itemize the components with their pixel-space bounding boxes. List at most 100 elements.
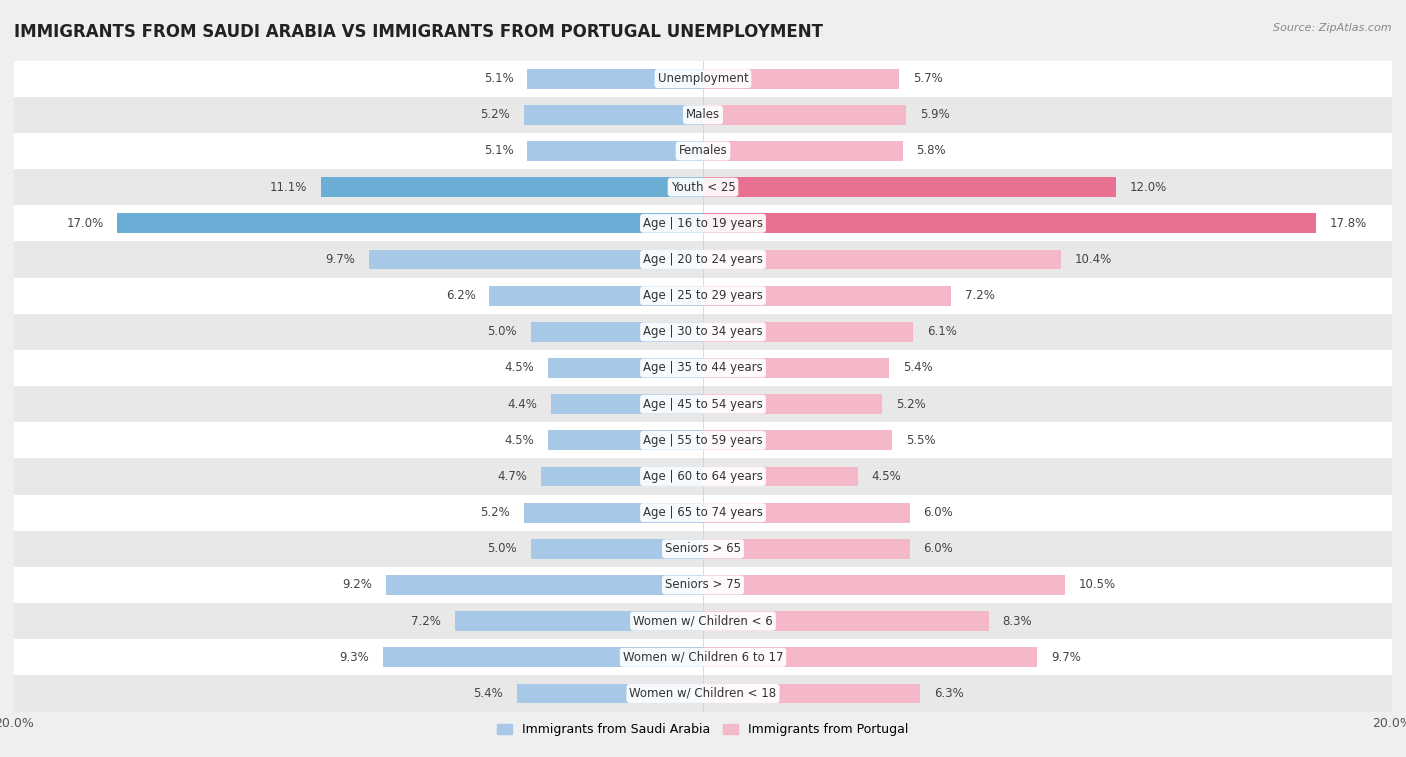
Text: Age | 35 to 44 years: Age | 35 to 44 years <box>643 362 763 375</box>
Bar <box>456 611 703 631</box>
Bar <box>14 675 1392 712</box>
Bar <box>703 575 1064 595</box>
Text: 6.0%: 6.0% <box>924 506 953 519</box>
Text: 4.5%: 4.5% <box>505 362 534 375</box>
Bar <box>703 394 882 414</box>
Text: 9.3%: 9.3% <box>339 651 368 664</box>
Bar <box>524 503 703 522</box>
Text: Women w/ Children < 18: Women w/ Children < 18 <box>630 687 776 700</box>
Bar <box>703 358 889 378</box>
Bar <box>527 69 703 89</box>
Text: 5.8%: 5.8% <box>917 145 946 157</box>
Bar <box>321 177 703 197</box>
Bar <box>14 313 1392 350</box>
Bar <box>703 684 920 703</box>
Text: 5.4%: 5.4% <box>474 687 503 700</box>
Text: Age | 65 to 74 years: Age | 65 to 74 years <box>643 506 763 519</box>
Bar <box>703 141 903 161</box>
Text: Age | 55 to 59 years: Age | 55 to 59 years <box>643 434 763 447</box>
Text: 6.3%: 6.3% <box>934 687 963 700</box>
Text: 5.2%: 5.2% <box>481 108 510 121</box>
Text: Age | 60 to 64 years: Age | 60 to 64 years <box>643 470 763 483</box>
Text: Age | 45 to 54 years: Age | 45 to 54 years <box>643 397 763 410</box>
Bar <box>703 539 910 559</box>
Text: 17.0%: 17.0% <box>66 217 104 230</box>
Bar <box>703 105 907 125</box>
Text: 4.7%: 4.7% <box>498 470 527 483</box>
Bar <box>527 141 703 161</box>
Bar <box>14 350 1392 386</box>
Text: Women w/ Children < 6: Women w/ Children < 6 <box>633 615 773 628</box>
Text: Source: ZipAtlas.com: Source: ZipAtlas.com <box>1274 23 1392 33</box>
Text: Females: Females <box>679 145 727 157</box>
Text: 5.1%: 5.1% <box>484 145 513 157</box>
Text: 4.5%: 4.5% <box>505 434 534 447</box>
Bar <box>531 322 703 341</box>
Text: Age | 30 to 34 years: Age | 30 to 34 years <box>643 326 763 338</box>
Text: 5.7%: 5.7% <box>912 72 943 85</box>
Bar <box>14 61 1392 97</box>
Text: Age | 20 to 24 years: Age | 20 to 24 years <box>643 253 763 266</box>
Text: Women w/ Children 6 to 17: Women w/ Children 6 to 17 <box>623 651 783 664</box>
Bar <box>382 647 703 667</box>
Bar <box>14 386 1392 422</box>
Bar <box>14 639 1392 675</box>
Text: 5.4%: 5.4% <box>903 362 932 375</box>
Text: 4.4%: 4.4% <box>508 397 537 410</box>
Bar <box>541 466 703 487</box>
Bar <box>551 394 703 414</box>
Bar <box>387 575 703 595</box>
Text: 9.7%: 9.7% <box>1050 651 1081 664</box>
Bar <box>703 647 1038 667</box>
Text: Youth < 25: Youth < 25 <box>671 181 735 194</box>
Text: 5.5%: 5.5% <box>907 434 936 447</box>
Bar <box>14 422 1392 459</box>
Bar <box>14 603 1392 639</box>
Text: 5.9%: 5.9% <box>920 108 950 121</box>
Text: 9.2%: 9.2% <box>343 578 373 591</box>
Text: 11.1%: 11.1% <box>270 181 307 194</box>
Bar <box>703 69 900 89</box>
Text: 8.3%: 8.3% <box>1002 615 1032 628</box>
Bar <box>703 177 1116 197</box>
Text: Seniors > 75: Seniors > 75 <box>665 578 741 591</box>
Text: Unemployment: Unemployment <box>658 72 748 85</box>
Bar <box>703 431 893 450</box>
Bar <box>489 285 703 306</box>
Bar <box>14 97 1392 133</box>
Bar <box>14 205 1392 241</box>
Text: 5.2%: 5.2% <box>896 397 925 410</box>
Bar <box>703 322 912 341</box>
Text: 6.1%: 6.1% <box>927 326 956 338</box>
Text: 5.0%: 5.0% <box>488 326 517 338</box>
Text: 17.8%: 17.8% <box>1330 217 1367 230</box>
Bar <box>517 684 703 703</box>
Text: 6.0%: 6.0% <box>924 542 953 556</box>
Bar <box>14 494 1392 531</box>
Bar <box>531 539 703 559</box>
Text: Age | 25 to 29 years: Age | 25 to 29 years <box>643 289 763 302</box>
Text: 12.0%: 12.0% <box>1130 181 1167 194</box>
Bar <box>14 169 1392 205</box>
Text: 7.2%: 7.2% <box>965 289 994 302</box>
Bar <box>14 567 1392 603</box>
Text: Males: Males <box>686 108 720 121</box>
Bar <box>703 250 1062 269</box>
Bar <box>14 241 1392 278</box>
Bar <box>548 431 703 450</box>
Text: 4.5%: 4.5% <box>872 470 901 483</box>
Bar <box>14 133 1392 169</box>
Text: Seniors > 65: Seniors > 65 <box>665 542 741 556</box>
Bar <box>703 611 988 631</box>
Bar <box>117 213 703 233</box>
Text: 6.2%: 6.2% <box>446 289 475 302</box>
Bar <box>703 285 950 306</box>
Text: 5.2%: 5.2% <box>481 506 510 519</box>
Text: 5.0%: 5.0% <box>488 542 517 556</box>
Bar <box>524 105 703 125</box>
Bar <box>703 213 1316 233</box>
Bar <box>14 459 1392 494</box>
Text: 5.1%: 5.1% <box>484 72 513 85</box>
Bar <box>703 466 858 487</box>
Text: Age | 16 to 19 years: Age | 16 to 19 years <box>643 217 763 230</box>
